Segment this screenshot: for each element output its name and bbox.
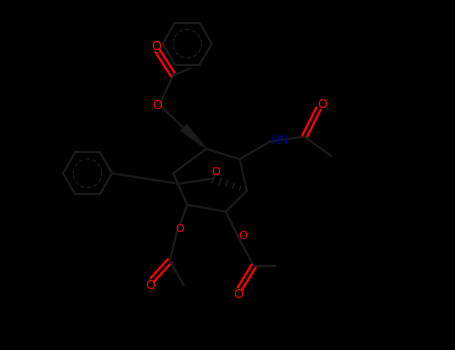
Text: HN: HN	[271, 133, 290, 147]
Text: O: O	[238, 231, 247, 241]
Text: O: O	[317, 98, 327, 111]
Text: O: O	[175, 224, 184, 234]
Text: O: O	[233, 287, 243, 301]
Text: O: O	[211, 167, 220, 177]
Text: O: O	[152, 98, 162, 112]
Polygon shape	[181, 125, 207, 149]
Text: O: O	[151, 40, 161, 53]
Text: O: O	[146, 279, 156, 292]
